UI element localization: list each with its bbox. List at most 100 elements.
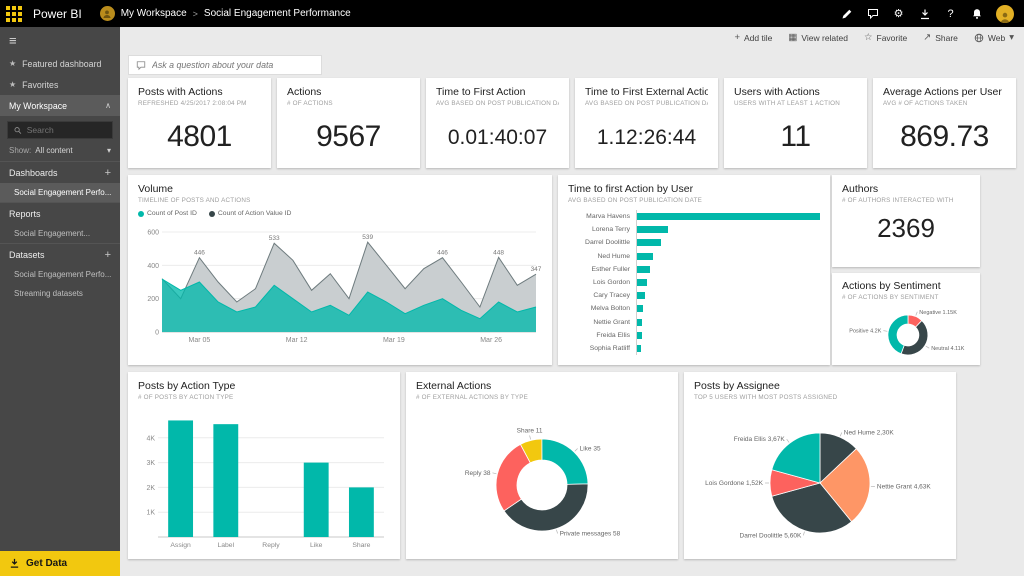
app-launcher-icon[interactable] <box>0 0 27 27</box>
tile-actions[interactable]: Actions # OF ACTIONS 9567 <box>277 78 420 168</box>
sidebar-item-my-workspace[interactable]: My Workspace ∧ <box>0 95 120 116</box>
add-dashboard-icon[interactable]: + <box>104 166 111 179</box>
share-label: Share <box>935 32 958 43</box>
sidebar-item-label: Social Engagement Perfo... <box>14 188 112 197</box>
tile-subtitle: TIMELINE OF POSTS AND ACTIONS <box>138 197 251 204</box>
tile-subtitle: AVG # OF ACTIONS TAKEN <box>883 100 968 107</box>
sidebar-item-favorites[interactable]: ★ Favorites <box>0 74 120 95</box>
show-value: All content <box>35 146 73 155</box>
tile-time-to-first-action-by-user[interactable]: Time to first Action by User AVG BASED O… <box>558 175 830 365</box>
comments-icon[interactable] <box>866 7 879 20</box>
sidebar-item-label: Favorites <box>22 79 59 90</box>
qna-box[interactable] <box>128 55 322 75</box>
sidebar-item-dashboard-social-engagement[interactable]: Social Engagement Perfo... <box>0 183 120 202</box>
tile-posts-with-actions[interactable]: Posts with Actions REFRESHED 4/25/2017 2… <box>128 78 271 168</box>
tile-title: Time to First External Action <box>585 86 708 98</box>
svg-text:446: 446 <box>194 250 205 257</box>
legend-label: Count of Action Value ID <box>217 210 292 217</box>
share-icon: ↗ <box>923 32 932 43</box>
tile-actions-by-sentiment[interactable]: Actions by Sentiment # OF ACTIONS BY SEN… <box>832 273 980 365</box>
svg-text:Ned Hume 2,30K: Ned Hume 2,30K <box>844 430 895 437</box>
sidebar-item-dataset-social-engagement[interactable]: Social Engagement Perfo... <box>0 265 120 284</box>
view-related-label: View related <box>801 32 848 43</box>
get-data-button[interactable]: Get Data <box>0 551 120 576</box>
sidebar-section-datasets[interactable]: Datasets + <box>0 243 120 265</box>
kpi-value: 11 <box>780 120 811 153</box>
favorite-button[interactable]: ☆ Favorite <box>864 32 907 43</box>
sidebar-section-dashboards[interactable]: Dashboards + <box>0 161 120 183</box>
tile-title: Users with Actions <box>734 86 820 98</box>
share-button[interactable]: ↗ Share <box>923 32 958 43</box>
notifications-bell-icon[interactable] <box>970 7 983 20</box>
svg-text:400: 400 <box>147 263 159 270</box>
tile-users-with-actions[interactable]: Users with Actions USERS WITH AT LEAST 1… <box>724 78 867 168</box>
sidebar-item-dataset-streaming[interactable]: Streaming datasets <box>0 284 120 303</box>
legend-item: Count of Post ID <box>138 210 197 217</box>
volume-legend: Count of Post ID Count of Action Value I… <box>138 208 542 219</box>
kpi-value: 9567 <box>316 120 381 153</box>
tile-title: Actions <box>287 86 322 98</box>
svg-text:Assign: Assign <box>170 542 191 549</box>
tile-authors[interactable]: Authors # OF AUTHORS INTERACTED WITH 236… <box>832 175 980 267</box>
kpi-value: 869.73 <box>900 120 989 153</box>
legend-item: Count of Action Value ID <box>208 210 292 217</box>
add-tile-button[interactable]: + Add tile <box>734 32 772 43</box>
search-input[interactable] <box>26 125 106 135</box>
svg-text:Mar 26: Mar 26 <box>480 337 502 344</box>
tile-subtitle: AVG BASED ON POST PUBLICATION DATE <box>585 100 708 107</box>
tile-subtitle: AVG BASED ON POST PUBLICATION DATE <box>436 100 559 107</box>
tile-posts-by-action-type[interactable]: Posts by Action Type # OF POSTS BY ACTIO… <box>128 372 400 559</box>
user-avatar[interactable] <box>996 4 1014 23</box>
help-icon[interactable]: ? <box>947 7 954 20</box>
svg-text:533: 533 <box>269 235 280 242</box>
svg-text:Positive 4.2K: Positive 4.2K <box>849 329 881 335</box>
sidebar-item-report-social-engagement[interactable]: Social Engagement... <box>0 224 120 243</box>
sidebar-item-label: Social Engagement... <box>14 229 91 238</box>
sidebar-item-featured-dashboard[interactable]: ★ Featured dashboard <box>0 53 120 74</box>
tile-title: Time to First Action <box>436 86 526 98</box>
tile-volume[interactable]: Volume TIMELINE OF POSTS AND ACTIONS Cou… <box>128 175 552 365</box>
kpi-value: 2369 <box>877 213 935 243</box>
svg-text:Negative 1.15K: Negative 1.15K <box>919 310 957 316</box>
sidebar-collapse-icon[interactable]: ≡ <box>9 32 17 48</box>
add-tile-label: Add tile <box>744 32 773 43</box>
plus-icon: + <box>734 32 741 43</box>
svg-text:3K: 3K <box>146 460 155 467</box>
section-label: Dashboards <box>9 167 58 178</box>
svg-text:Mar 12: Mar 12 <box>286 337 308 344</box>
tile-time-to-first-action[interactable]: Time to First Action AVG BASED ON POST P… <box>426 78 569 168</box>
favorite-label: Favorite <box>876 32 908 43</box>
sidebar-search[interactable] <box>7 121 113 139</box>
person-icon <box>1000 12 1010 23</box>
edit-pencil-icon[interactable] <box>840 7 853 20</box>
qna-input[interactable] <box>152 60 314 70</box>
svg-text:600: 600 <box>147 230 159 237</box>
sidebar-section-reports[interactable]: Reports <box>0 202 120 224</box>
workspace-avatar[interactable] <box>99 6 115 21</box>
show-filter[interactable]: Show: All content ▾ <box>0 143 120 161</box>
caret-down-icon: ▾ <box>106 146 111 155</box>
tile-average-actions-per-user[interactable]: Average Actions per User AVG # OF ACTION… <box>873 78 1016 168</box>
view-related-button[interactable]: ▦ View related <box>788 32 848 43</box>
download-icon[interactable] <box>918 7 931 20</box>
tile-external-actions[interactable]: External Actions # OF EXTERNAL ACTIONS B… <box>406 372 678 559</box>
kpi-value: 4801 <box>167 120 232 153</box>
tile-title: Volume <box>138 183 174 195</box>
web-view-dropdown[interactable]: Web ▾ <box>974 32 1014 43</box>
dashboard-toolbar: + Add tile ▦ View related ☆ Favorite ↗ S… <box>734 32 1014 43</box>
svg-text:Nettie Grant 4,63K: Nettie Grant 4,63K <box>877 484 931 491</box>
svg-text:Mar 19: Mar 19 <box>383 337 405 344</box>
tile-posts-by-assignee[interactable]: Posts by Assignee TOP 5 USERS WITH MOST … <box>684 372 956 559</box>
kpi-value: 0.01:40:07 <box>447 126 548 149</box>
settings-gear-icon[interactable]: ⚙ <box>893 8 904 20</box>
svg-text:0: 0 <box>155 330 159 337</box>
tile-time-to-first-external-action[interactable]: Time to First External Action AVG BASED … <box>575 78 718 168</box>
add-dataset-icon[interactable]: + <box>104 248 111 261</box>
legend-dot <box>208 210 215 217</box>
breadcrumb-workspace[interactable]: My Workspace <box>120 8 187 19</box>
star-outline-icon: ☆ <box>863 32 873 43</box>
dashboard-canvas: + Add tile ▦ View related ☆ Favorite ↗ S… <box>120 27 1024 576</box>
svg-text:539: 539 <box>362 234 373 241</box>
tile-subtitle: TOP 5 USERS WITH MOST POSTS ASSIGNED <box>694 394 838 401</box>
